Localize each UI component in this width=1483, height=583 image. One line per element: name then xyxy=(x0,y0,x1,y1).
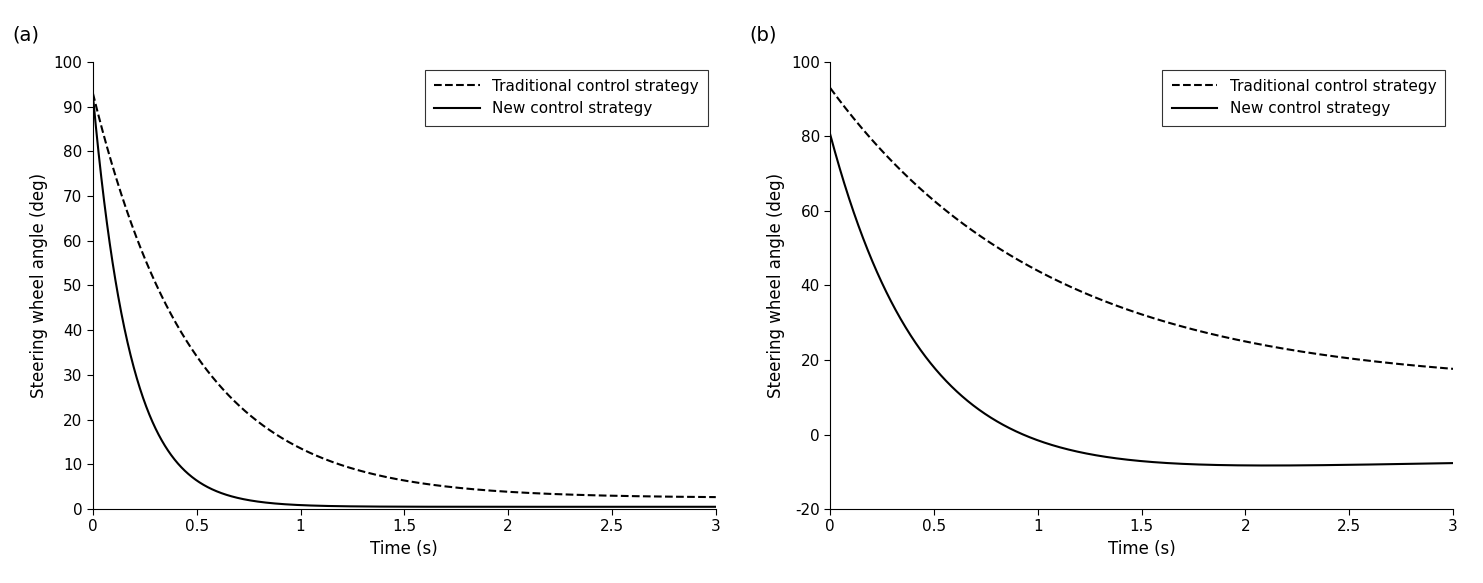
New control strategy xyxy=(853,232,871,239)
Traditional control strategy xyxy=(85,90,102,97)
Traditional control strategy xyxy=(371,472,389,479)
Legend: Traditional control strategy, New control strategy: Traditional control strategy, New contro… xyxy=(426,69,709,125)
Traditional control strategy xyxy=(1108,302,1126,309)
Traditional control strategy xyxy=(574,491,592,498)
New control strategy xyxy=(1124,457,1142,464)
New control strategy xyxy=(688,503,706,510)
New control strategy xyxy=(1427,460,1444,467)
New control strategy xyxy=(1261,462,1278,469)
Traditional control strategy xyxy=(853,125,871,132)
New control strategy xyxy=(822,131,839,138)
New control strategy xyxy=(707,503,725,510)
New control strategy xyxy=(1312,462,1330,469)
Traditional control strategy xyxy=(387,476,405,483)
Traditional control strategy xyxy=(1425,364,1443,371)
New control strategy xyxy=(387,503,405,510)
New control strategy xyxy=(1444,459,1462,466)
Line: New control strategy: New control strategy xyxy=(93,96,716,507)
Traditional control strategy xyxy=(1427,364,1444,371)
New control strategy xyxy=(116,326,133,333)
New control strategy xyxy=(371,503,389,510)
Line: New control strategy: New control strategy xyxy=(830,135,1453,465)
Y-axis label: Steering wheel angle (deg): Steering wheel angle (deg) xyxy=(30,173,47,398)
X-axis label: Time (s): Time (s) xyxy=(1108,540,1176,558)
X-axis label: Time (s): Time (s) xyxy=(371,540,439,558)
Traditional control strategy xyxy=(1124,308,1142,315)
Text: (b): (b) xyxy=(749,25,777,44)
New control strategy xyxy=(574,503,592,510)
New control strategy xyxy=(1427,460,1444,467)
Legend: Traditional control strategy, New control strategy: Traditional control strategy, New contro… xyxy=(1163,69,1446,125)
Line: Traditional control strategy: Traditional control strategy xyxy=(830,88,1453,369)
Traditional control strategy xyxy=(688,493,706,500)
Y-axis label: Steering wheel angle (deg): Steering wheel angle (deg) xyxy=(767,173,786,398)
Text: (a): (a) xyxy=(12,25,39,44)
New control strategy xyxy=(1108,455,1126,462)
Traditional control strategy xyxy=(822,85,839,92)
Traditional control strategy xyxy=(707,494,725,501)
Traditional control strategy xyxy=(1312,351,1330,358)
Traditional control strategy xyxy=(1444,366,1462,373)
New control strategy xyxy=(688,503,706,510)
New control strategy xyxy=(85,92,102,99)
Line: Traditional control strategy: Traditional control strategy xyxy=(93,93,716,497)
Traditional control strategy xyxy=(688,493,706,500)
Traditional control strategy xyxy=(116,201,133,208)
